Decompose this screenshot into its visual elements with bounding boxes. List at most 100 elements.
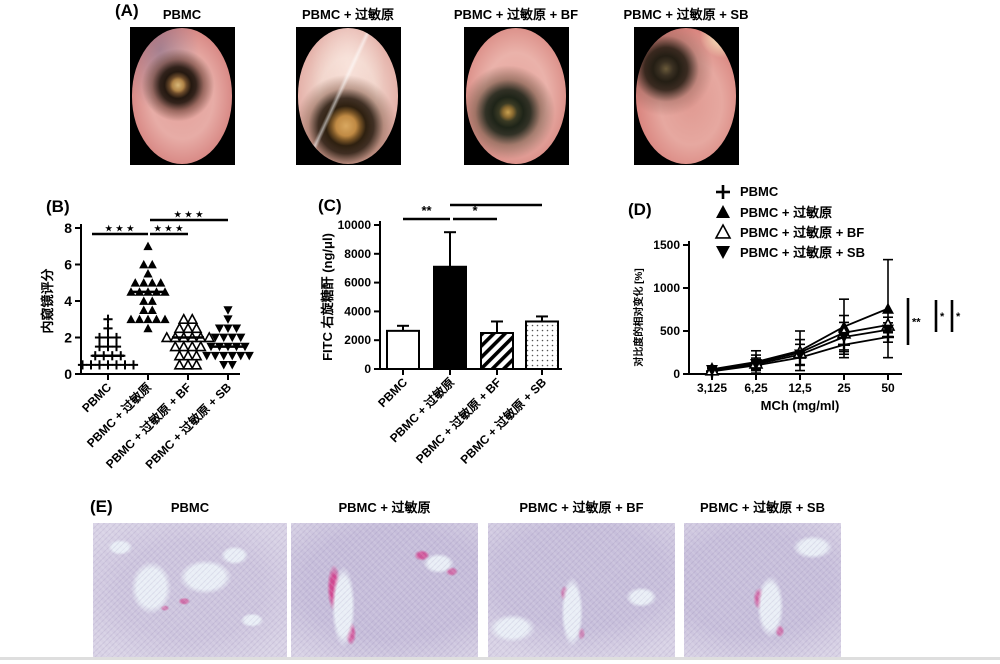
open-triangle-marker (714, 223, 732, 239)
svg-text:★ ★ ★: ★ ★ ★ (174, 210, 204, 219)
svg-text:6: 6 (64, 257, 72, 273)
airway-lumen-view (465, 28, 567, 164)
endoscopy-image-allergen-sb (633, 27, 739, 165)
panel-a-item-3: PBMC + 过敏原 + BF (431, 6, 601, 165)
filled-triangle-marker (147, 296, 157, 305)
filled-triangle-marker (143, 314, 153, 324)
open-triangle-marker (190, 322, 203, 334)
panel-e-item-2: PBMC + 过敏原 (291, 499, 478, 658)
down-triangle-marker-icon (716, 246, 730, 259)
svg-text:FITC 右旋糖酐 (ng/μl): FITC 右旋糖酐 (ng/μl) (320, 233, 335, 361)
open-triangle-marker-icon (714, 223, 732, 239)
open-triangle-marker (177, 340, 190, 352)
open-triangle-marker (186, 340, 199, 352)
filled-triangle-marker (160, 314, 170, 324)
svg-text:12,5: 12,5 (788, 381, 812, 395)
open-triangle-marker (173, 322, 186, 334)
open-triangle-marker (190, 358, 203, 370)
down-triangle-marker (794, 349, 806, 361)
panel-a-label-3: PBMC + 过敏原 + BF (453, 7, 579, 22)
legend-label: PBMC (740, 183, 779, 199)
svg-text:8: 8 (64, 220, 72, 236)
filled-triangle-marker (147, 278, 157, 287)
panel-a-item-4: PBMC + 过敏原 + SB (601, 6, 771, 165)
legend-label: PBMC + 过敏原 + SB (740, 244, 865, 260)
svg-text:★ ★ ★: ★ ★ ★ (154, 224, 184, 233)
plus-marker-icon (716, 185, 730, 199)
down-triangle-marker (716, 246, 730, 259)
histology-image-allergen-bf (488, 523, 675, 658)
open-triangle-marker (186, 312, 199, 324)
panel-a-label-4: PBMC + 过敏原 + SB (623, 7, 749, 22)
airway-lumen-view (297, 28, 399, 164)
filled-triangle-marker (143, 241, 153, 251)
endoscopy-image-pbmc (129, 27, 235, 165)
svg-text:PBMC: PBMC (375, 375, 410, 410)
open-triangle-marker (173, 358, 186, 370)
panel-e-label-2: PBMC + 过敏原 (338, 500, 431, 515)
airway-lumen-view (635, 28, 737, 164)
legend-row-allergen-sb: PBMC + 过敏原 + SB (712, 241, 865, 261)
down-triangle-marker (223, 324, 233, 333)
svg-text:0: 0 (364, 362, 371, 376)
panel-e-item-1: PBMC (93, 499, 287, 658)
down-triangle-marker (882, 324, 894, 336)
down-triangle-marker (244, 351, 254, 361)
down-triangle-marker (227, 333, 237, 343)
panel-a-label-1: PBMC (162, 7, 202, 22)
legend-label: PBMC + 过敏原 (740, 204, 833, 220)
filled-triangle-marker (134, 314, 145, 324)
filled-triangle-marker (143, 269, 153, 278)
svg-text:★ ★ ★: ★ ★ ★ (105, 224, 135, 233)
bar (480, 332, 514, 370)
svg-text:PBMC + 过敏原 + SB: PBMC + 过敏原 + SB (457, 374, 549, 466)
down-triangle-marker (231, 324, 242, 333)
filled-triangle-marker (126, 314, 136, 324)
svg-text:6000: 6000 (344, 276, 371, 290)
down-triangle-marker (236, 351, 246, 361)
open-triangle-marker (182, 322, 194, 334)
svg-text:50: 50 (881, 381, 895, 395)
legend-row-pbmc: PBMC (712, 181, 865, 201)
histology-image-allergen (291, 523, 478, 658)
filled-triangle-marker (147, 259, 157, 269)
svg-text:*: * (472, 203, 478, 218)
down-triangle-marker (227, 360, 237, 370)
down-triangle-marker (219, 333, 229, 343)
svg-text:3,125: 3,125 (697, 381, 727, 395)
filled-triangle-marker (139, 278, 149, 287)
airway-lumen-view (131, 28, 233, 164)
filled-triangle-marker (130, 278, 140, 287)
svg-text:4000: 4000 (344, 304, 371, 318)
down-triangle-marker (210, 351, 220, 361)
filled-triangle-marker (716, 205, 730, 218)
panel-a-tag: (A) (115, 1, 139, 20)
panel-e-item-4: PBMC + 过敏原 + SB (684, 499, 841, 658)
svg-text:PBMC: PBMC (79, 380, 114, 415)
svg-text:对比度的相对变化 [%]: 对比度的相对变化 [%] (632, 268, 645, 366)
svg-text:6,25: 6,25 (744, 381, 768, 395)
svg-text:4: 4 (64, 293, 72, 309)
bar (386, 329, 420, 370)
down-triangle-marker (223, 315, 233, 324)
filled-triangle-marker (139, 296, 149, 305)
bottom-divider (0, 657, 1000, 660)
down-triangle-marker (202, 351, 212, 361)
svg-text:PBMC + 过敏原 + BF: PBMC + 过敏原 + BF (412, 375, 504, 467)
filled-triangle-marker-icon (716, 205, 730, 218)
endoscopy-image-allergen (295, 27, 401, 165)
filled-triangle-marker (160, 287, 170, 296)
down-triangle-marker (206, 342, 216, 352)
svg-text:内窥镜评分: 内窥镜评分 (40, 268, 55, 333)
open-triangle-marker (160, 331, 173, 343)
down-triangle-marker (219, 351, 229, 361)
svg-text:1000: 1000 (653, 281, 680, 295)
legend-label: PBMC + 过敏原 + BF (740, 224, 865, 240)
filled-triangle-marker (139, 259, 149, 269)
svg-text:8000: 8000 (344, 247, 371, 261)
panel-e-tag: (E) (90, 497, 113, 516)
endoscopy-image-allergen-bf (463, 27, 569, 165)
svg-text:0: 0 (673, 367, 680, 381)
svg-text:2000: 2000 (344, 333, 371, 347)
